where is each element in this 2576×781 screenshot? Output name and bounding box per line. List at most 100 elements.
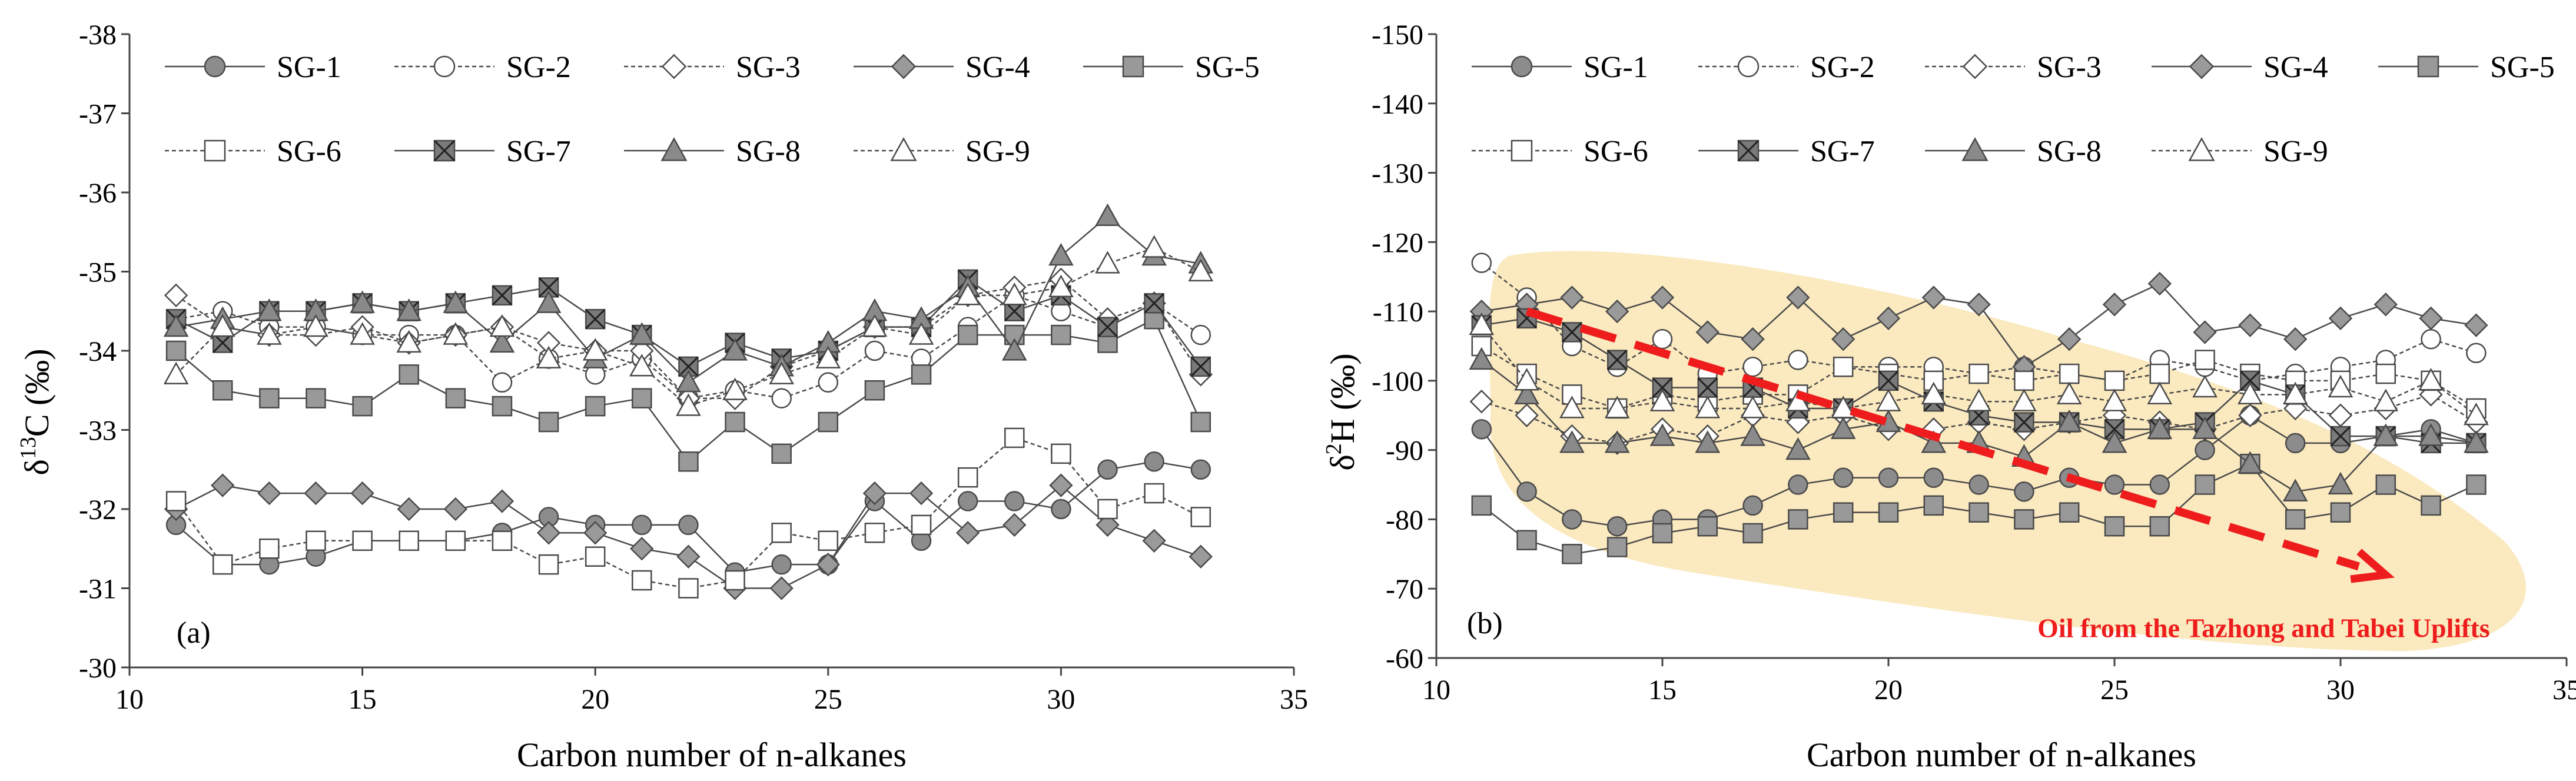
panel-b-y-title-sup: 2	[1322, 443, 1346, 454]
panel-a-axes	[128, 34, 1294, 669]
panel-a-legend-marker	[891, 54, 917, 79]
panel-b-data-point	[2373, 388, 2399, 411]
panel-a-data-point-cross	[678, 356, 699, 377]
panel-a-data-point-cross	[1190, 356, 1211, 377]
panel-a-x-tick-label: 25	[814, 684, 842, 715]
panel-b-data-point	[1469, 312, 1495, 335]
panel-b-legend-label: SG-6	[1584, 135, 1648, 168]
panel-a-data-point	[864, 340, 885, 361]
panel-b-legend-label: SG-3	[2037, 51, 2102, 84]
panel-b-y-tick-label: -130	[1372, 158, 1423, 190]
panel-b-y-tick-label: -120	[1372, 227, 1423, 258]
panel-b-data-point	[1559, 396, 1585, 418]
panel-a-data-point	[1144, 483, 1164, 504]
panel-b-x-tick-label: 20	[1874, 674, 1903, 706]
panel-a-data-point	[259, 388, 280, 408]
panel-a-data-point	[1095, 203, 1120, 226]
panel-a-data-point	[771, 523, 792, 543]
panel-b-data-point	[2147, 381, 2173, 405]
panel-b-series-line	[1480, 324, 2477, 416]
plot-b: -60 -70 -80 -90 -100 -110 -120 -130 -140 -150 10 15…	[1372, 19, 2576, 706]
panel-a-data-point	[396, 330, 422, 353]
panel-a-legend-label: SG-3	[736, 51, 801, 84]
panel-b-legend-label: SG-2	[1810, 51, 1875, 84]
panel-b-data-point	[2282, 478, 2308, 501]
panel-a-data-point	[955, 521, 980, 545]
panel-a-data-point	[1051, 443, 1071, 464]
panel-b-data-point	[2466, 474, 2487, 495]
panel-a-data-point	[1004, 427, 1025, 448]
panel-a-data-point	[536, 290, 562, 313]
panel-a-legend-label: SG-7	[506, 135, 571, 168]
panel-b-y-tick-label: -110	[1373, 297, 1423, 328]
panel-a-legend-marker	[661, 54, 687, 79]
panel-b-data-point	[2375, 474, 2396, 495]
panel-a-data-point	[396, 298, 422, 321]
panel-a-y-tick-label: -30	[79, 653, 117, 684]
panel-a-data-point-cross	[1144, 293, 1164, 314]
panel-a-data-point	[163, 314, 189, 337]
panel-b-legend-marker	[1737, 55, 1760, 78]
panel-b-x-tick-label: 15	[1648, 674, 1677, 706]
panel-b-data-point	[2328, 471, 2353, 495]
panel-b-data-point	[2014, 481, 2034, 502]
panel-b-data-point	[2421, 495, 2441, 516]
panel-b-data-point	[1741, 327, 1765, 351]
panel-a-legend-label: SG-6	[277, 135, 341, 168]
panel-a-data-point	[1188, 258, 1214, 282]
panel-a-data-point-cross	[492, 285, 513, 305]
panel-b-data-point	[1649, 388, 1675, 411]
panel-b-data-point	[1788, 350, 1808, 370]
panel-b-data-point	[2238, 403, 2262, 427]
annotation-text: Oil from the Tazhong and Tabei Uplifts	[2037, 613, 2490, 643]
panel-b-data-point	[2149, 363, 2170, 384]
panel-b-data-point	[2285, 433, 2306, 454]
panel-b-series-sg-4	[1469, 271, 2488, 379]
panel-a-data-point	[769, 576, 794, 600]
panel-b-data-point	[1878, 467, 1899, 488]
panel-b-data-point	[1562, 544, 1582, 564]
panel-b-data-point-cross	[2240, 370, 2260, 391]
panel-a-data-point	[1051, 498, 1071, 520]
panel-b-data-point	[2192, 374, 2218, 398]
panel-b-data-point	[2419, 306, 2443, 331]
panel-b-legend-marker	[1511, 55, 1533, 78]
panel-b-data-point	[1471, 252, 1492, 273]
panel-a-series-sg-4	[164, 473, 1213, 600]
panel-b-data-point	[1695, 430, 1721, 453]
panel-a-data-point	[911, 364, 932, 385]
panel-a-data-point	[490, 489, 514, 513]
panel-b-legend-label: SG-1	[1584, 51, 1648, 84]
panel-b-data-point	[1968, 363, 1989, 384]
panel-a-data-point	[352, 530, 373, 551]
panel-b-data-point	[1562, 509, 1582, 530]
panel-a-data-point	[864, 523, 885, 543]
panel-a-data-point	[1095, 251, 1120, 274]
panel-b-data-point	[1785, 437, 1811, 460]
panel-b-data-point-cross	[2104, 419, 2125, 440]
panel-a-legend-marker	[204, 139, 226, 162]
panel-b-data-point	[2102, 293, 2127, 317]
panel-b-data-point	[2330, 502, 2351, 523]
panel-a-data-point	[399, 364, 419, 385]
panel-a-y-title-sup: 13	[16, 437, 41, 459]
panel-b-data-point	[2149, 474, 2170, 495]
panel-a-data-point	[771, 554, 792, 575]
panel-b-data-point	[2193, 320, 2217, 344]
panel-b-data-point	[1649, 423, 1675, 446]
panel-b-data-point	[1650, 285, 1675, 310]
panel-b-data-point	[1652, 523, 1673, 544]
panel-b-legend-marker	[2417, 55, 2439, 78]
panel-b-data-point	[1830, 396, 1856, 418]
panel-a-data-point	[771, 388, 792, 408]
panel-b-legend-marker	[1961, 137, 1989, 161]
panel-b-data-point	[2195, 474, 2215, 495]
panel-b-data-point	[1560, 285, 1584, 310]
panel-a-y-tick-label: -34	[79, 336, 117, 367]
panel-a-data-point	[1096, 513, 1120, 537]
panel-b-x-tick-label: 35	[2552, 674, 2576, 706]
panel-a-data-point	[585, 396, 606, 417]
panel-b-data-point	[1604, 430, 1630, 453]
panel-b-data-point	[2464, 403, 2489, 426]
